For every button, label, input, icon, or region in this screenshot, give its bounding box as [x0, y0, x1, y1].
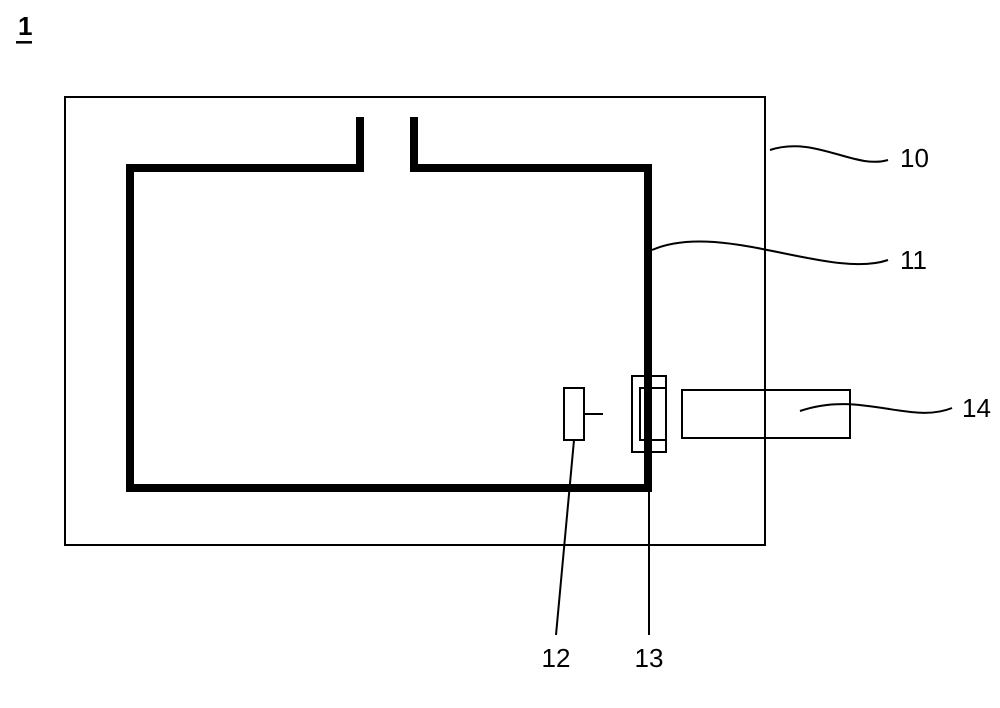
leader-10	[770, 146, 888, 162]
label-10: 10	[900, 143, 929, 173]
inner-conductor	[130, 117, 648, 488]
label-13: 13	[635, 643, 664, 673]
leader-14	[800, 404, 952, 413]
leader-12	[556, 440, 574, 635]
label-12: 12	[542, 643, 571, 673]
component-12	[564, 388, 584, 440]
leader-11	[652, 241, 888, 264]
component-13-inner	[640, 388, 666, 440]
label-11: 11	[900, 245, 927, 275]
technical-diagram: 1 10 11 14 12 13	[0, 0, 1000, 708]
figure-label: 1	[18, 11, 32, 41]
label-14: 14	[962, 393, 991, 423]
